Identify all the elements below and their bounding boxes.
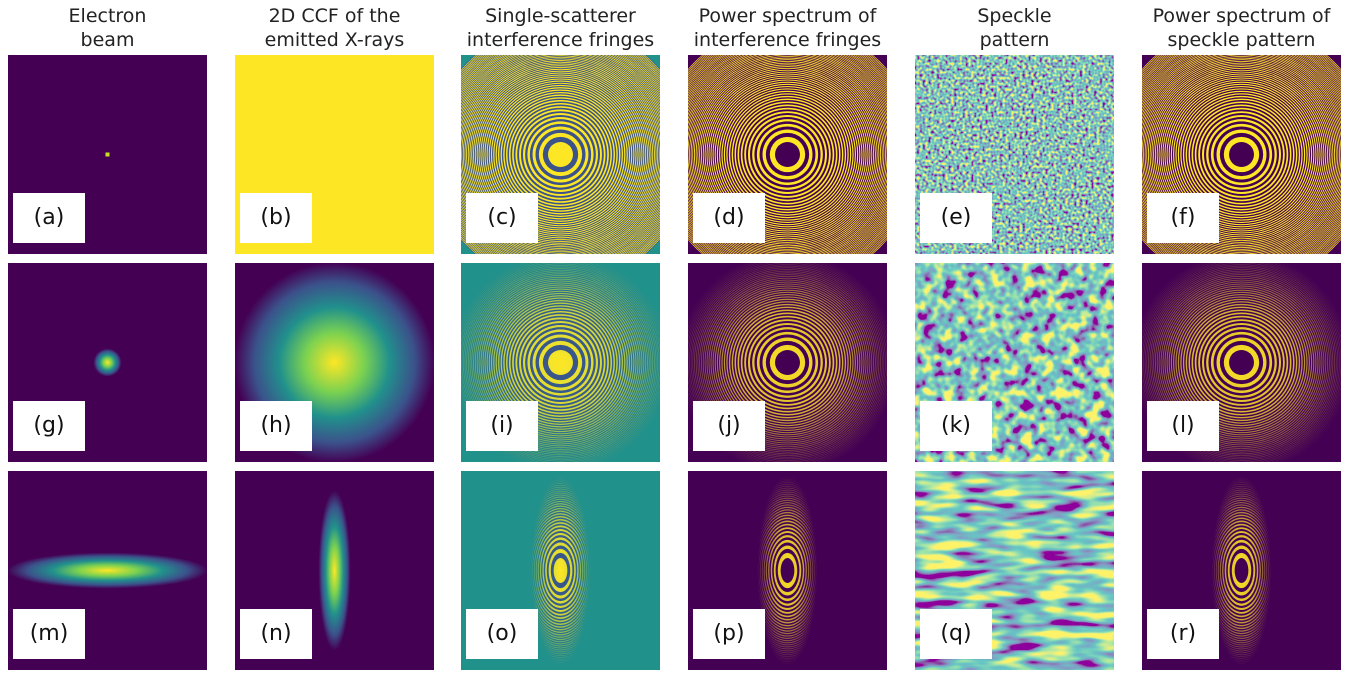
panel-label: (q): [940, 621, 971, 646]
column-title: Power spectrum of: [1153, 5, 1332, 27]
panel-label: (m): [30, 621, 69, 646]
panel-label: (p): [713, 621, 744, 646]
panel-label: (r): [1170, 621, 1196, 646]
panel-label: (n): [260, 621, 291, 646]
column-title: Speckle: [977, 5, 1051, 27]
panel-label: (b): [260, 205, 291, 230]
column-title: 2D CCF of the: [269, 5, 401, 27]
panel-label: (o): [487, 621, 518, 646]
panel-label: (i): [490, 413, 513, 438]
image-panel: [656, 231, 918, 493]
column-title: pattern: [980, 29, 1050, 51]
panel-label: (e): [941, 205, 972, 230]
column-title: emitted X-rays: [265, 29, 405, 51]
column-title: speckle pattern: [1168, 29, 1316, 51]
column-title: beam: [81, 29, 135, 51]
column-title: interference fringes: [467, 29, 654, 51]
image-panel: [1110, 231, 1353, 493]
panel-label: (c): [487, 205, 516, 230]
panel-label: (g): [33, 413, 64, 438]
image-panel: [429, 23, 691, 285]
panel-label: (l): [1171, 413, 1194, 438]
panel-label: (k): [941, 413, 971, 438]
column-title: Single-scatterer: [485, 5, 636, 27]
panel-label: (h): [260, 413, 291, 438]
panel-label: (f): [1171, 205, 1196, 230]
panel-label: (a): [34, 205, 65, 230]
image-panel: [656, 23, 918, 285]
panel-label: (d): [713, 205, 744, 230]
image-panel: [429, 231, 691, 493]
image-panel: [1110, 23, 1353, 285]
column-title: Electron: [69, 5, 147, 27]
column-title: Power spectrum of: [699, 5, 878, 27]
panel-label: (j): [717, 413, 740, 438]
column-title: interference fringes: [694, 29, 881, 51]
